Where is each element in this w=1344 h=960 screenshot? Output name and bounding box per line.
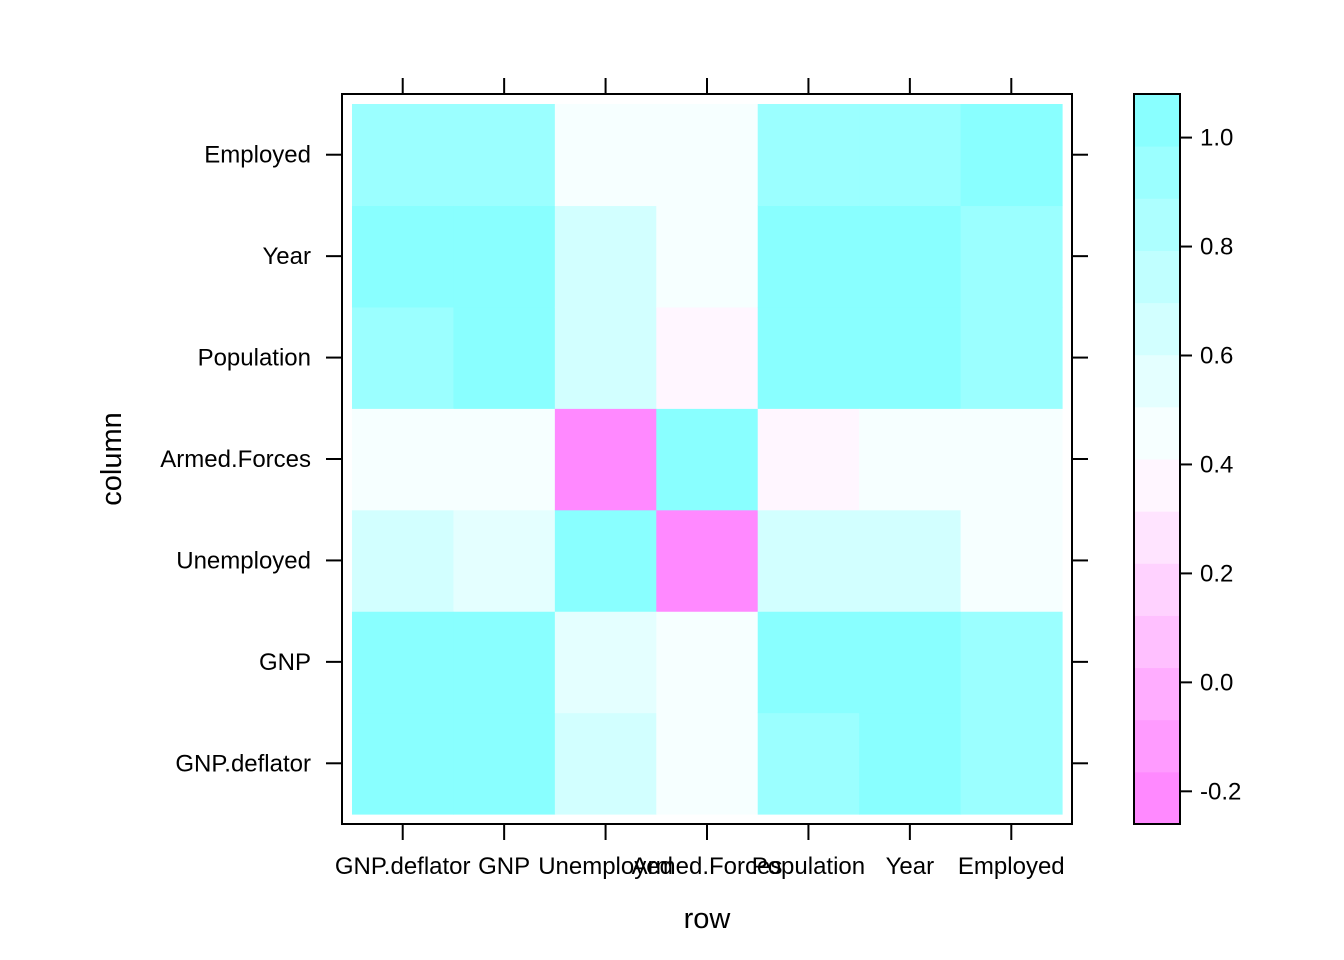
heatmap-cell [352, 306, 455, 409]
heatmap-cell [960, 104, 1063, 207]
x-tick-label: Employed [958, 853, 1065, 880]
colorkey-bin [1134, 459, 1180, 512]
colorkey-bin [1134, 667, 1180, 721]
colorkey-frame [1133, 93, 1181, 825]
x-tick-labels: GNP.deflator GNP UnemployedArmed.ForcesPop… [335, 853, 1065, 880]
heatmap-cell [960, 408, 1063, 511]
colorkey-tick-label: 0.4 [1200, 451, 1233, 478]
heatmap-cell [554, 509, 657, 612]
heatmap-cells [352, 104, 1063, 815]
colorkey-tick-label: 0.8 [1200, 234, 1233, 261]
heatmap-cell [859, 712, 962, 815]
colorkey-bin [1134, 563, 1180, 616]
colorkey-bin [1134, 94, 1180, 147]
heatmap-cell [554, 205, 657, 308]
y-tick-label: Armed.Forces [160, 446, 311, 473]
heatmap-cell [859, 205, 962, 308]
colorkey-bin [1134, 302, 1180, 356]
heatmap-cell [352, 104, 455, 207]
y-tick-label: GNP [259, 649, 311, 676]
heatmap-cell [757, 712, 860, 815]
heatmap-cell [656, 104, 759, 207]
heatmap-cell [453, 611, 556, 714]
heatmap-cell [352, 712, 455, 815]
heatmap-cell [859, 408, 962, 511]
heatmap-cell [859, 104, 962, 207]
heatmap-cell [554, 408, 657, 511]
heatmap-cell [960, 306, 1063, 409]
y-tick-label: Year [263, 243, 312, 270]
colorkey-bin [1134, 771, 1180, 825]
colorkey-bin [1134, 511, 1180, 564]
y-tick-label: Population [198, 345, 311, 372]
heatmap-cell [656, 205, 759, 308]
heatmap-cell [757, 509, 860, 612]
colorkey-bin [1134, 354, 1180, 408]
colorkey-bin [1134, 198, 1180, 251]
heatmap-cell [757, 104, 860, 207]
heatmap-cell [960, 509, 1063, 612]
x-tick-label: Year [886, 853, 935, 880]
x-tick-label: GNP.deflator [335, 853, 471, 880]
heatmap-cell [757, 611, 860, 714]
x-tick-label: Armed.Forces [632, 853, 783, 880]
x-tick-label: Unemployed [538, 853, 673, 880]
y-tick-labels: GNP.deflator GNP Unemployed Armed.Forces Pop… [160, 142, 311, 778]
y-tick-label: GNP.deflator [175, 750, 311, 777]
heatmap-cell [960, 205, 1063, 308]
colorkey-bin [1134, 615, 1180, 669]
heatmap-cell [757, 205, 860, 308]
y-axis-title: column [96, 412, 128, 506]
heatmap-cell [757, 306, 860, 409]
colorkey-bin [1134, 250, 1180, 304]
heatmap-cell [352, 205, 455, 308]
heatmap-cell [554, 712, 657, 815]
heatmap-cell [656, 408, 759, 511]
heatmap-cell [757, 408, 860, 511]
heatmap-cell [859, 509, 962, 612]
heatmap-cell [453, 205, 556, 308]
heatmap-cell [453, 306, 556, 409]
heatmap-cell [656, 306, 759, 409]
heatmap-cell [453, 104, 556, 207]
color-key: -0.2 0.0 0.2 0.4 0.6 0.8 1.0 [1133, 93, 1241, 825]
x-tick-label: Population [752, 853, 865, 880]
x-tick-label: GNP [478, 853, 530, 880]
colorkey-tick-label: 0.6 [1200, 342, 1233, 369]
x-axis-title: row [684, 903, 732, 935]
colorkey-tick-label: 0.0 [1200, 669, 1233, 696]
heatmap-cell [656, 611, 759, 714]
y-tick-label: Unemployed [176, 547, 311, 574]
y-tick-label: Employed [204, 142, 311, 169]
heatmap-cell [656, 509, 759, 612]
colorkey-tick-label: 0.2 [1200, 560, 1233, 587]
heatmap-cell [453, 712, 556, 815]
heatmap-cell [554, 306, 657, 409]
heatmap-cell [554, 104, 657, 207]
heatmap-cell [656, 712, 759, 815]
heatmap-cell [453, 509, 556, 612]
colorkey-bin [1134, 406, 1180, 460]
colorkey-bin [1134, 719, 1180, 773]
heatmap-cell [352, 611, 455, 714]
colorkey-tick-label: 1.0 [1200, 125, 1233, 152]
heatmap-cell [453, 408, 556, 511]
heatmap-cell [352, 408, 455, 511]
colorkey-tick-label: -0.2 [1200, 778, 1241, 805]
heatmap-cell [960, 611, 1063, 714]
heatmap-cell [352, 509, 455, 612]
axis-ticks [326, 78, 1088, 840]
heatmap-cell [859, 306, 962, 409]
heatmap-cell [859, 611, 962, 714]
colorkey-bin [1134, 146, 1180, 199]
heatmap-cell [960, 712, 1063, 815]
heatmap-cell [554, 611, 657, 714]
